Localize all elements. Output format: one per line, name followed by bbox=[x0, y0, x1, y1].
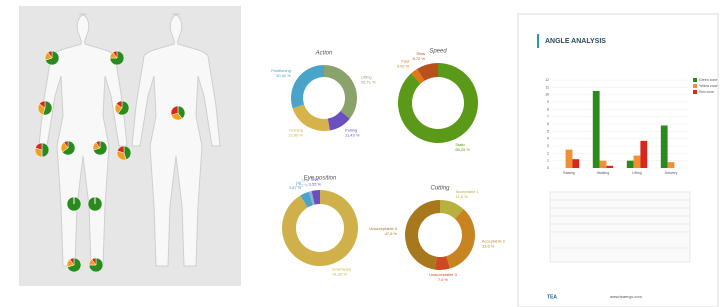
body-panel bbox=[19, 6, 241, 286]
legend-label: Yellow zone bbox=[699, 84, 718, 88]
donut-slice bbox=[324, 65, 357, 119]
y-tick-label: 8 bbox=[547, 107, 549, 111]
slice-value: 47,6 % bbox=[385, 231, 398, 236]
bar bbox=[572, 159, 579, 168]
donut-slice bbox=[405, 200, 440, 270]
slice-value: 91,36 % bbox=[332, 271, 347, 276]
bar bbox=[600, 161, 607, 168]
x-tick-label: Lifting bbox=[632, 171, 641, 175]
legend-label: Green zone bbox=[699, 78, 717, 82]
slice-value: 7,0 % bbox=[438, 277, 449, 282]
y-tick-label: 11 bbox=[545, 85, 549, 89]
x-tick-label: Raising bbox=[563, 171, 575, 175]
bar bbox=[640, 141, 647, 168]
y-tick-label: 12 bbox=[545, 78, 549, 82]
donut-title: Speed bbox=[429, 49, 447, 55]
slice-value: 1,22 % bbox=[296, 183, 309, 188]
logo: TEA bbox=[547, 294, 557, 300]
legend-swatch bbox=[693, 84, 697, 88]
title-accent bbox=[537, 34, 539, 48]
y-tick-label: 0 bbox=[547, 166, 549, 170]
y-tick-label: 4 bbox=[547, 137, 549, 141]
donut-slice bbox=[291, 65, 324, 108]
y-tick-label: 3 bbox=[547, 144, 549, 148]
slice-value: 3,03 % bbox=[397, 64, 410, 69]
bar bbox=[593, 91, 600, 168]
slice-value: 33,6 % bbox=[482, 244, 495, 249]
bar bbox=[634, 156, 641, 168]
slice-value: 11,43 % bbox=[345, 132, 360, 137]
legend-swatch bbox=[693, 78, 697, 82]
bar bbox=[661, 125, 668, 168]
y-tick-label: 2 bbox=[547, 151, 549, 155]
legend-swatch bbox=[693, 90, 697, 94]
bar bbox=[566, 150, 573, 168]
footer: www.teaergo.com bbox=[610, 294, 642, 299]
y-tick-label: 9 bbox=[547, 100, 549, 104]
document-table bbox=[550, 192, 690, 262]
donut-slice bbox=[446, 209, 475, 268]
x-tick-label: Delivery bbox=[665, 171, 678, 175]
donut-title: Cutting bbox=[430, 186, 450, 192]
slice-value: 35,71 % bbox=[361, 79, 376, 84]
slice-value: 11,8 % bbox=[456, 194, 469, 199]
document-title: ANGLE ANALYSIS bbox=[545, 38, 606, 45]
donut-slice bbox=[398, 63, 478, 143]
legend-label: Red zone bbox=[699, 90, 714, 94]
y-tick-label: 5 bbox=[547, 129, 549, 133]
donut-title: Action bbox=[315, 51, 333, 57]
y-tick-label: 10 bbox=[545, 93, 549, 97]
slice-value: 8,72 % bbox=[413, 56, 426, 61]
slice-value: 30,00 % bbox=[276, 73, 291, 78]
bar bbox=[627, 161, 634, 168]
bar bbox=[606, 166, 613, 168]
y-tick-label: 6 bbox=[547, 122, 549, 126]
screen: ANGLE ANALYSIS TEA www.teaergo.com Actio… bbox=[0, 0, 722, 307]
x-tick-label: Walking bbox=[597, 171, 609, 175]
slice-value: 22,86 % bbox=[288, 132, 303, 137]
y-tick-label: 7 bbox=[547, 115, 549, 119]
bar bbox=[668, 162, 675, 168]
slice-value: 88,25 % bbox=[455, 147, 470, 152]
y-tick-label: 1 bbox=[547, 159, 549, 163]
slice-value: 3,55 % bbox=[309, 181, 322, 186]
